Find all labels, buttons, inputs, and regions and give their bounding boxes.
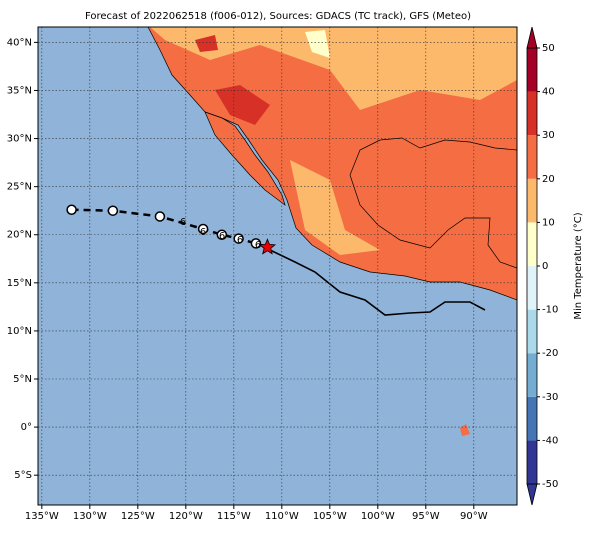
axes: 135°W 130°W 125°W 120°W 115°W 110°W 105°W 100°W…: [7, 37, 488, 522]
y-tick-label: 40°N: [7, 37, 32, 48]
y-tick-label: 0°: [21, 422, 32, 433]
colorbar-tick-label: 20: [542, 174, 555, 185]
x-tick-label: 130°W: [73, 511, 107, 522]
colorbar-tick-label: -40: [542, 435, 558, 446]
colorbar-segment: [527, 266, 537, 310]
x-tick-label: 120°W: [169, 511, 203, 522]
y-tick-label: 35°N: [7, 85, 32, 96]
storm-symbol: 6: [200, 227, 206, 238]
colorbar-segment: [527, 396, 537, 441]
x-tick-label: 125°W: [121, 511, 155, 522]
x-tick-label: 110°W: [265, 511, 299, 522]
colorbar-segment: [527, 48, 537, 92]
colorbar-segment: [527, 353, 537, 397]
colorbar-segment: [527, 178, 537, 223]
map-title: Forecast of 2022062518 (f006-012), Sourc…: [85, 11, 471, 22]
y-tick-label: 10°N: [7, 326, 32, 337]
map-frame: [37, 26, 518, 506]
y-tick-label: 25°N: [7, 182, 32, 193]
storm-symbol: 6: [219, 231, 225, 242]
colorbar-segment: [527, 222, 537, 266]
track-point: [250, 238, 262, 249]
track-point: [233, 233, 244, 244]
colorbar-tick-label: -10: [542, 305, 558, 316]
x-tick-label: 95°W: [412, 511, 440, 522]
colorbar-tick-label: 0: [542, 261, 548, 272]
track-point: [197, 223, 209, 235]
colorbar-tick-label: 30: [542, 130, 555, 141]
land-cool-zone: [305, 30, 330, 58]
colorbar-segment: [527, 309, 537, 354]
colorbar-tick-label: 10: [542, 217, 555, 228]
storm-symbol: 6: [180, 217, 186, 228]
map: 6 6 6 6 6: [38, 27, 517, 505]
colorbar-extend-bottom: [526, 483, 538, 506]
colorbar-segment: [527, 91, 537, 136]
track-point: [154, 211, 166, 222]
storm-symbol: 6: [237, 235, 243, 246]
track-point: [216, 229, 228, 240]
colorbar-tick-label: -20: [542, 348, 558, 359]
colorbar-tick-label: 40: [542, 87, 555, 98]
colorbar-label: Min Temperature (°C): [573, 212, 584, 319]
colorbar-tick-label: -30: [542, 392, 558, 403]
track-point: [66, 204, 77, 215]
colorbar: -50 -40 -30 -20 -10 0 10 20 30 40 50: [526, 26, 558, 506]
colorbar-extend-top: [526, 26, 538, 49]
x-tick-label: 90°W: [460, 511, 488, 522]
colorbar-segment: [527, 440, 537, 484]
track: [66, 204, 277, 255]
current-position: [258, 238, 277, 255]
x-tick-label: 115°W: [217, 511, 251, 522]
storm-symbol: 6: [255, 240, 261, 251]
coast-line: [269, 249, 486, 316]
grid: [38, 27, 517, 505]
land-warm-zone: [150, 27, 517, 255]
x-tick-label: 105°W: [313, 511, 347, 522]
y-tick-label: 15°N: [7, 278, 32, 289]
colorbar-tick-label: 50: [542, 43, 555, 54]
track-point: [107, 205, 119, 216]
x-tick-label: 100°W: [361, 511, 395, 522]
land-hot-zone: [195, 35, 270, 125]
y-tick-label: 30°N: [7, 134, 32, 145]
storm-symbols: 6 6 6 6 6: [180, 217, 261, 251]
colorbar-tick-label: -50: [542, 479, 558, 490]
y-tick-label: 20°N: [7, 230, 32, 241]
colorbar-segment: [527, 135, 537, 179]
y-tick-label: 5°S: [14, 470, 32, 481]
y-tick-label: 5°N: [13, 374, 32, 385]
x-tick-label: 135°W: [25, 511, 59, 522]
